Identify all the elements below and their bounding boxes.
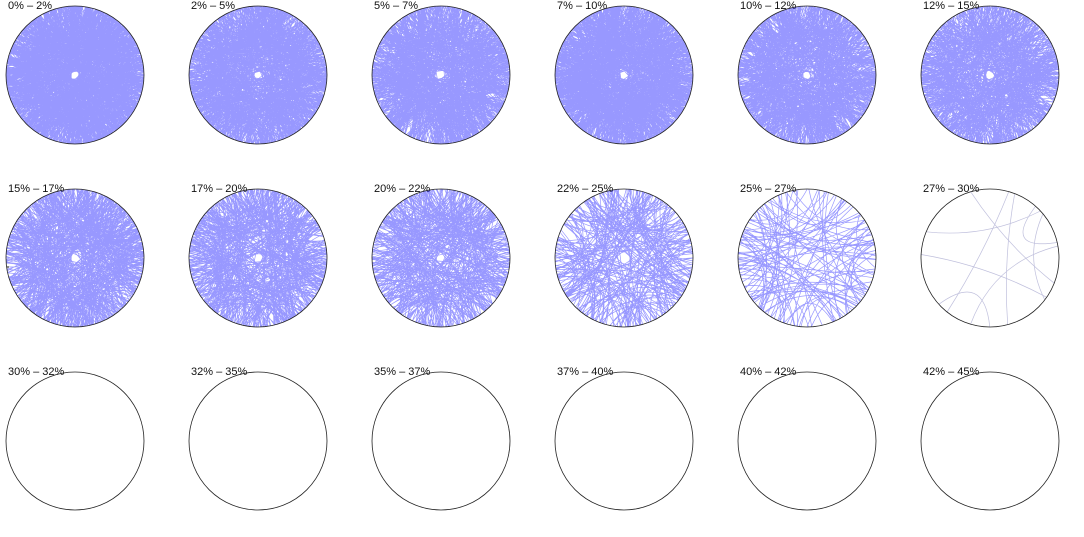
chord-ring [920, 371, 1060, 511]
chord-panel: 5% – 7% [366, 0, 549, 161]
chord-panel: 17% – 20% [183, 171, 366, 344]
panel-label: 5% – 7% [374, 0, 419, 12]
chord-diagram [554, 188, 694, 328]
chord-diagram [371, 371, 511, 511]
chord-edges [737, 5, 877, 145]
chord-ring [920, 188, 1060, 328]
panel-label: 35% – 37% [374, 366, 431, 378]
chord-ring [188, 371, 328, 511]
chord-diagram [188, 188, 328, 328]
chord-panel: 35% – 37% [366, 354, 549, 527]
chord-diagram [920, 188, 1060, 328]
chord-panel: 27% – 30% [915, 171, 1084, 344]
chord-ring [371, 371, 511, 511]
chord-ring [5, 5, 145, 145]
chord-panel: 42% – 45% [915, 354, 1084, 527]
panel-label: 2% – 5% [191, 0, 236, 12]
chord-edges [188, 5, 328, 145]
chord-panel: 10% – 12% [732, 0, 915, 161]
chord-diagram [5, 371, 145, 511]
chord-ring [371, 5, 511, 145]
chord-diagram [554, 5, 694, 145]
chord-panel: 15% – 17% [0, 171, 183, 344]
edge-bundle [737, 5, 877, 145]
panel-label: 15% – 17% [8, 183, 65, 195]
chord-diagram [188, 371, 328, 511]
chord-edges [371, 188, 511, 328]
panel-label: 7% – 10% [557, 0, 608, 12]
chord-diagram [371, 188, 511, 328]
chord-diagram [920, 371, 1060, 511]
chord-ring [737, 188, 877, 328]
chord-ring [737, 5, 877, 145]
chord-ring [554, 5, 694, 145]
edge-bundle [5, 188, 145, 328]
panel-label: 25% – 27% [740, 183, 797, 195]
chord-diagram [5, 188, 145, 328]
edge-bundle [5, 5, 145, 145]
chord-edges [5, 188, 145, 328]
panel-label: 20% – 22% [374, 183, 431, 195]
chord-diagram [5, 5, 145, 145]
panel-label: 32% – 35% [191, 366, 248, 378]
chord-diagram [188, 5, 328, 145]
panel-label: 0% – 2% [8, 0, 53, 12]
chord-diagram [737, 371, 877, 511]
chord-panel: 12% – 15% [915, 0, 1084, 161]
chord-ring [371, 188, 511, 328]
chord-edges [920, 5, 1060, 145]
chord-diagram [371, 5, 511, 145]
stray-dot [7, 266, 9, 268]
chord-edges [188, 188, 328, 328]
chord-ring [554, 371, 694, 511]
panel-label: 30% – 32% [8, 366, 65, 378]
chord-edges [737, 188, 877, 328]
panel-label: 27% – 30% [923, 183, 980, 195]
edge-bundle [921, 191, 1059, 328]
panel-label: 37% – 40% [557, 366, 614, 378]
chord-panel: 30% – 32% [0, 354, 183, 527]
chord-edges [5, 5, 145, 145]
panel-label: 22% – 25% [557, 183, 614, 195]
chord-panel: 2% – 5% [183, 0, 366, 161]
chord-panel: 7% – 10% [549, 0, 732, 161]
chord-diagram [554, 371, 694, 511]
chord-edges [371, 5, 511, 145]
edge-bundle [188, 188, 328, 328]
edge-bundle [737, 188, 877, 328]
edge-bundle [188, 5, 328, 145]
chord-panel: 37% – 40% [549, 354, 732, 527]
edge-bundle [554, 5, 694, 145]
chord-panel: 32% – 35% [183, 354, 366, 527]
edge-bundle [371, 188, 511, 328]
chord-edges [554, 5, 694, 145]
chord-ring [188, 5, 328, 145]
panel-label: 17% – 20% [191, 183, 248, 195]
edge-bundle [920, 5, 1060, 145]
chord-panel: 20% – 22% [366, 171, 549, 344]
chord-ring [554, 188, 694, 328]
chord-ring [5, 371, 145, 511]
chord-diagram [920, 5, 1060, 145]
chord-edges [554, 188, 694, 328]
edge-bundle [554, 188, 694, 328]
chord-panel: 0% – 2% [0, 0, 183, 161]
chord-ring [188, 188, 328, 328]
chord-ring [737, 371, 877, 511]
panel-label: 40% – 42% [740, 366, 797, 378]
chord-ring [5, 188, 145, 328]
panel-label: 12% – 15% [923, 0, 980, 12]
edge-bundle [371, 5, 511, 145]
panel-label: 42% – 45% [923, 366, 980, 378]
chord-ring [920, 5, 1060, 145]
chord-panel: 22% – 25% [549, 171, 732, 344]
chord-panel: 25% – 27% [732, 171, 915, 344]
chord-edges [921, 191, 1059, 328]
panel-label: 10% – 12% [740, 0, 797, 12]
chord-panel-grid: 0% – 2% 2% – 5% 5% – 7% 7% – 10% 10% – 12% 12… [0, 0, 1084, 511]
chord-diagram [737, 188, 877, 328]
chord-panel: 40% – 42% [732, 354, 915, 527]
chord-diagram [737, 5, 877, 145]
